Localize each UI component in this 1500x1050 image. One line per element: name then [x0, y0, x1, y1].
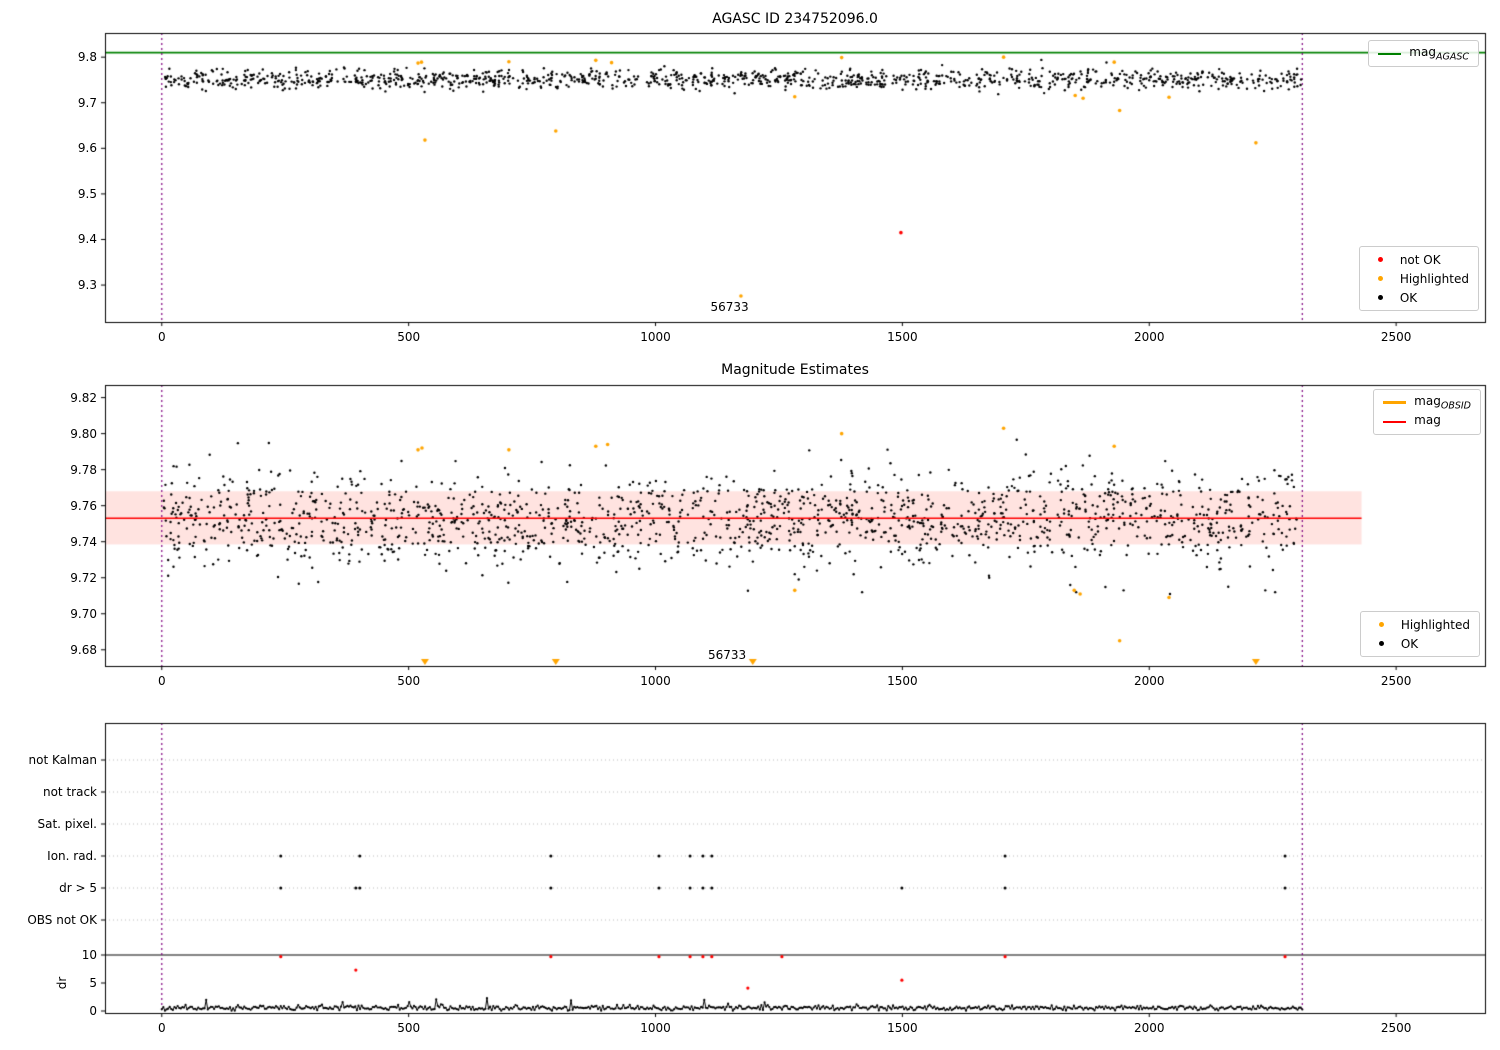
legend-entry-highlighted2: Highlighted — [1370, 616, 1470, 633]
category-label: OBS not OK — [27, 913, 97, 927]
legend-label-highlighted2: Highlighted — [1400, 617, 1470, 632]
category-label: dr > 5 — [59, 881, 97, 895]
legend-plot2-lines: magOBSID mag — [1373, 389, 1481, 435]
x-tick-label: 1500 — [887, 674, 918, 688]
legend-entry-mag-obsid: magOBSID — [1383, 394, 1471, 411]
category-label: not Kalman — [28, 753, 97, 767]
legend-entry-ok: OK — [1369, 289, 1469, 306]
legend-plot1-markers: not OK Highlighted OK — [1358, 246, 1479, 311]
legend-label-mag-obsid: magOBSID — [1414, 393, 1471, 412]
mag-obsid-line-icon — [1383, 401, 1407, 404]
legend-label-mag-agasc: magAGASC — [1409, 44, 1469, 63]
legend-mag-agasc: magAGASC — [1368, 40, 1479, 67]
x-tick-label: 1000 — [640, 674, 671, 688]
annotation-obsid: 56733 — [708, 648, 747, 663]
ok-marker-icon — [1370, 641, 1393, 646]
legend-entry-mag-agasc: magAGASC — [1378, 45, 1469, 62]
x-tick-label: 2500 — [1380, 1021, 1412, 1035]
legend-plot2-markers: Highlighted OK — [1359, 611, 1480, 657]
x-tick-label: 1000 — [640, 330, 671, 344]
plot2-title: Magnitude Estimates — [721, 362, 869, 378]
dr-tick-label: 10 — [81, 948, 97, 962]
legend-entry-not-ok: not OK — [1369, 251, 1469, 268]
legend-label-ok: OK — [1399, 290, 1418, 305]
not-ok-marker-icon — [1369, 257, 1392, 262]
legend-entry-highlighted: Highlighted — [1369, 270, 1469, 287]
dr-axis-label: dr — [55, 976, 69, 990]
x-tick-label: 2000 — [1133, 1021, 1165, 1035]
y-tick-label: 9.82 — [70, 390, 97, 405]
mag-line-icon — [1383, 420, 1407, 423]
x-tick-label: 500 — [397, 674, 421, 688]
x-tick-label: 2000 — [1133, 674, 1165, 688]
x-tick-label: 0 — [157, 330, 166, 344]
highlighted-marker-icon — [1370, 622, 1393, 627]
category-label: Sat. pixel. — [37, 817, 97, 831]
y-tick-label: 9.78 — [70, 462, 97, 477]
legend-label-not-ok: not OK — [1399, 252, 1441, 267]
highlighted-marker-icon — [1369, 276, 1392, 281]
y-tick-label: 9.4 — [77, 232, 97, 247]
y-tick-label: 9.74 — [70, 534, 97, 549]
dr-tick-label: 5 — [89, 976, 97, 990]
x-tick-label: 0 — [157, 1021, 166, 1035]
legend-entry-mag: mag — [1383, 413, 1471, 430]
legend-label-mag: mag — [1414, 412, 1441, 427]
y-tick-label: 9.76 — [70, 498, 97, 513]
x-tick-label: 1000 — [640, 1021, 671, 1035]
dr-tick-label: 0 — [89, 1004, 97, 1018]
x-tick-label: 1500 — [887, 1021, 918, 1035]
annotation-obsid: 56733 — [710, 300, 749, 315]
x-tick-label: 500 — [397, 330, 421, 344]
x-tick-label: 0 — [157, 674, 166, 688]
category-label: not track — [42, 785, 97, 799]
y-tick-label: 9.3 — [77, 278, 97, 293]
x-tick-label: 1500 — [887, 330, 918, 344]
plot1-title: AGASC ID 234752096.0 — [712, 11, 878, 27]
legend-label-ok2: OK — [1400, 636, 1419, 651]
y-tick-label: 9.80 — [70, 426, 97, 441]
mag-agasc-line-icon — [1378, 52, 1402, 55]
x-tick-label: 500 — [397, 1021, 421, 1035]
y-tick-label: 9.70 — [70, 606, 97, 621]
y-tick-label: 9.6 — [77, 141, 97, 156]
y-tick-label: 9.7 — [77, 95, 97, 110]
x-tick-label: 2500 — [1380, 330, 1412, 344]
y-tick-label: 9.72 — [70, 570, 97, 585]
y-tick-label: 9.5 — [77, 186, 97, 201]
legend-label-highlighted: Highlighted — [1399, 271, 1469, 286]
y-tick-label: 9.8 — [77, 50, 97, 65]
x-tick-label: 2000 — [1133, 330, 1165, 344]
x-tick-label: 2500 — [1380, 674, 1412, 688]
y-tick-label: 9.68 — [70, 642, 97, 657]
ok-marker-icon — [1369, 295, 1392, 300]
legend-entry-ok2: OK — [1370, 635, 1470, 652]
category-label: Ion. rad. — [47, 849, 97, 863]
